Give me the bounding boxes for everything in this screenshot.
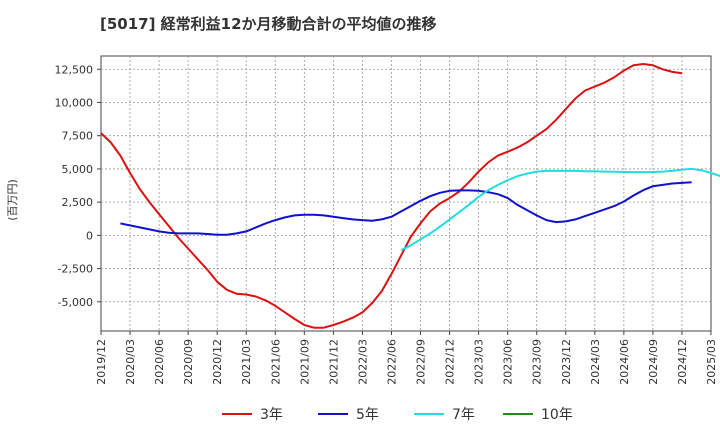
x-tick-label: 2022/03 <box>356 339 369 385</box>
plot-area: 2019/12 2020/03 2020/06 2020/09 2020/12 2021/… <box>55 56 720 385</box>
series-line-3 <box>401 169 720 250</box>
legend-label-1: 3年 <box>260 407 283 423</box>
x-tick-label: 2023/03 <box>473 339 486 385</box>
x-tick-label: 2023/06 <box>502 339 515 385</box>
x-tick-label: 2024/03 <box>589 339 602 385</box>
x-tick-label: 2021/09 <box>298 339 311 385</box>
y-axis-label: (百万円) <box>6 179 19 221</box>
legend-label-4: 10年 <box>541 407 573 423</box>
x-tick-label: 2020/06 <box>153 339 166 385</box>
x-tick-label: 2020/09 <box>182 339 195 385</box>
y-tick-label: 7,500 <box>62 130 94 143</box>
x-tick-label: 2022/12 <box>444 339 457 385</box>
y-tick-label: 12,500 <box>55 63 94 76</box>
x-tick-label: 2025/03 <box>705 339 718 385</box>
legend: 3年 5年 7年 10年 <box>222 407 573 423</box>
x-tick-label: 2022/09 <box>415 339 428 385</box>
x-tick-label: 2020/03 <box>124 339 137 385</box>
x-tick-label: 2024/09 <box>647 339 660 385</box>
y-tick-label: 5,000 <box>62 163 94 176</box>
y-tick-label: 10,000 <box>55 96 94 109</box>
x-tick-label: 2023/12 <box>560 339 573 385</box>
x-tick-label: 2022/06 <box>385 339 398 385</box>
plot-frame <box>101 56 711 331</box>
y-tick-label: -5,000 <box>58 296 93 309</box>
x-tick-label: 2021/12 <box>327 339 340 385</box>
x-tick-label: 2024/12 <box>676 339 689 385</box>
x-tick-label: 2019/12 <box>95 339 108 385</box>
series-line-2 <box>120 182 691 235</box>
x-tick-label: 2020/12 <box>211 339 224 385</box>
legend-label-3: 7年 <box>452 407 475 423</box>
y-tick-label: 0 <box>86 229 93 242</box>
x-tick-label: 2021/06 <box>269 339 282 385</box>
y-tick-label: 2,500 <box>62 196 94 209</box>
legend-label-2: 5年 <box>356 407 379 423</box>
y-tick-label: -2,500 <box>58 263 93 276</box>
x-tick-label: 2023/09 <box>531 339 544 385</box>
x-tick-label: 2021/03 <box>240 339 253 385</box>
chart-title: [5017] 経常利益12か月移動合計の平均値の推移 <box>100 15 437 33</box>
x-tick-label: 2024/06 <box>618 339 631 385</box>
